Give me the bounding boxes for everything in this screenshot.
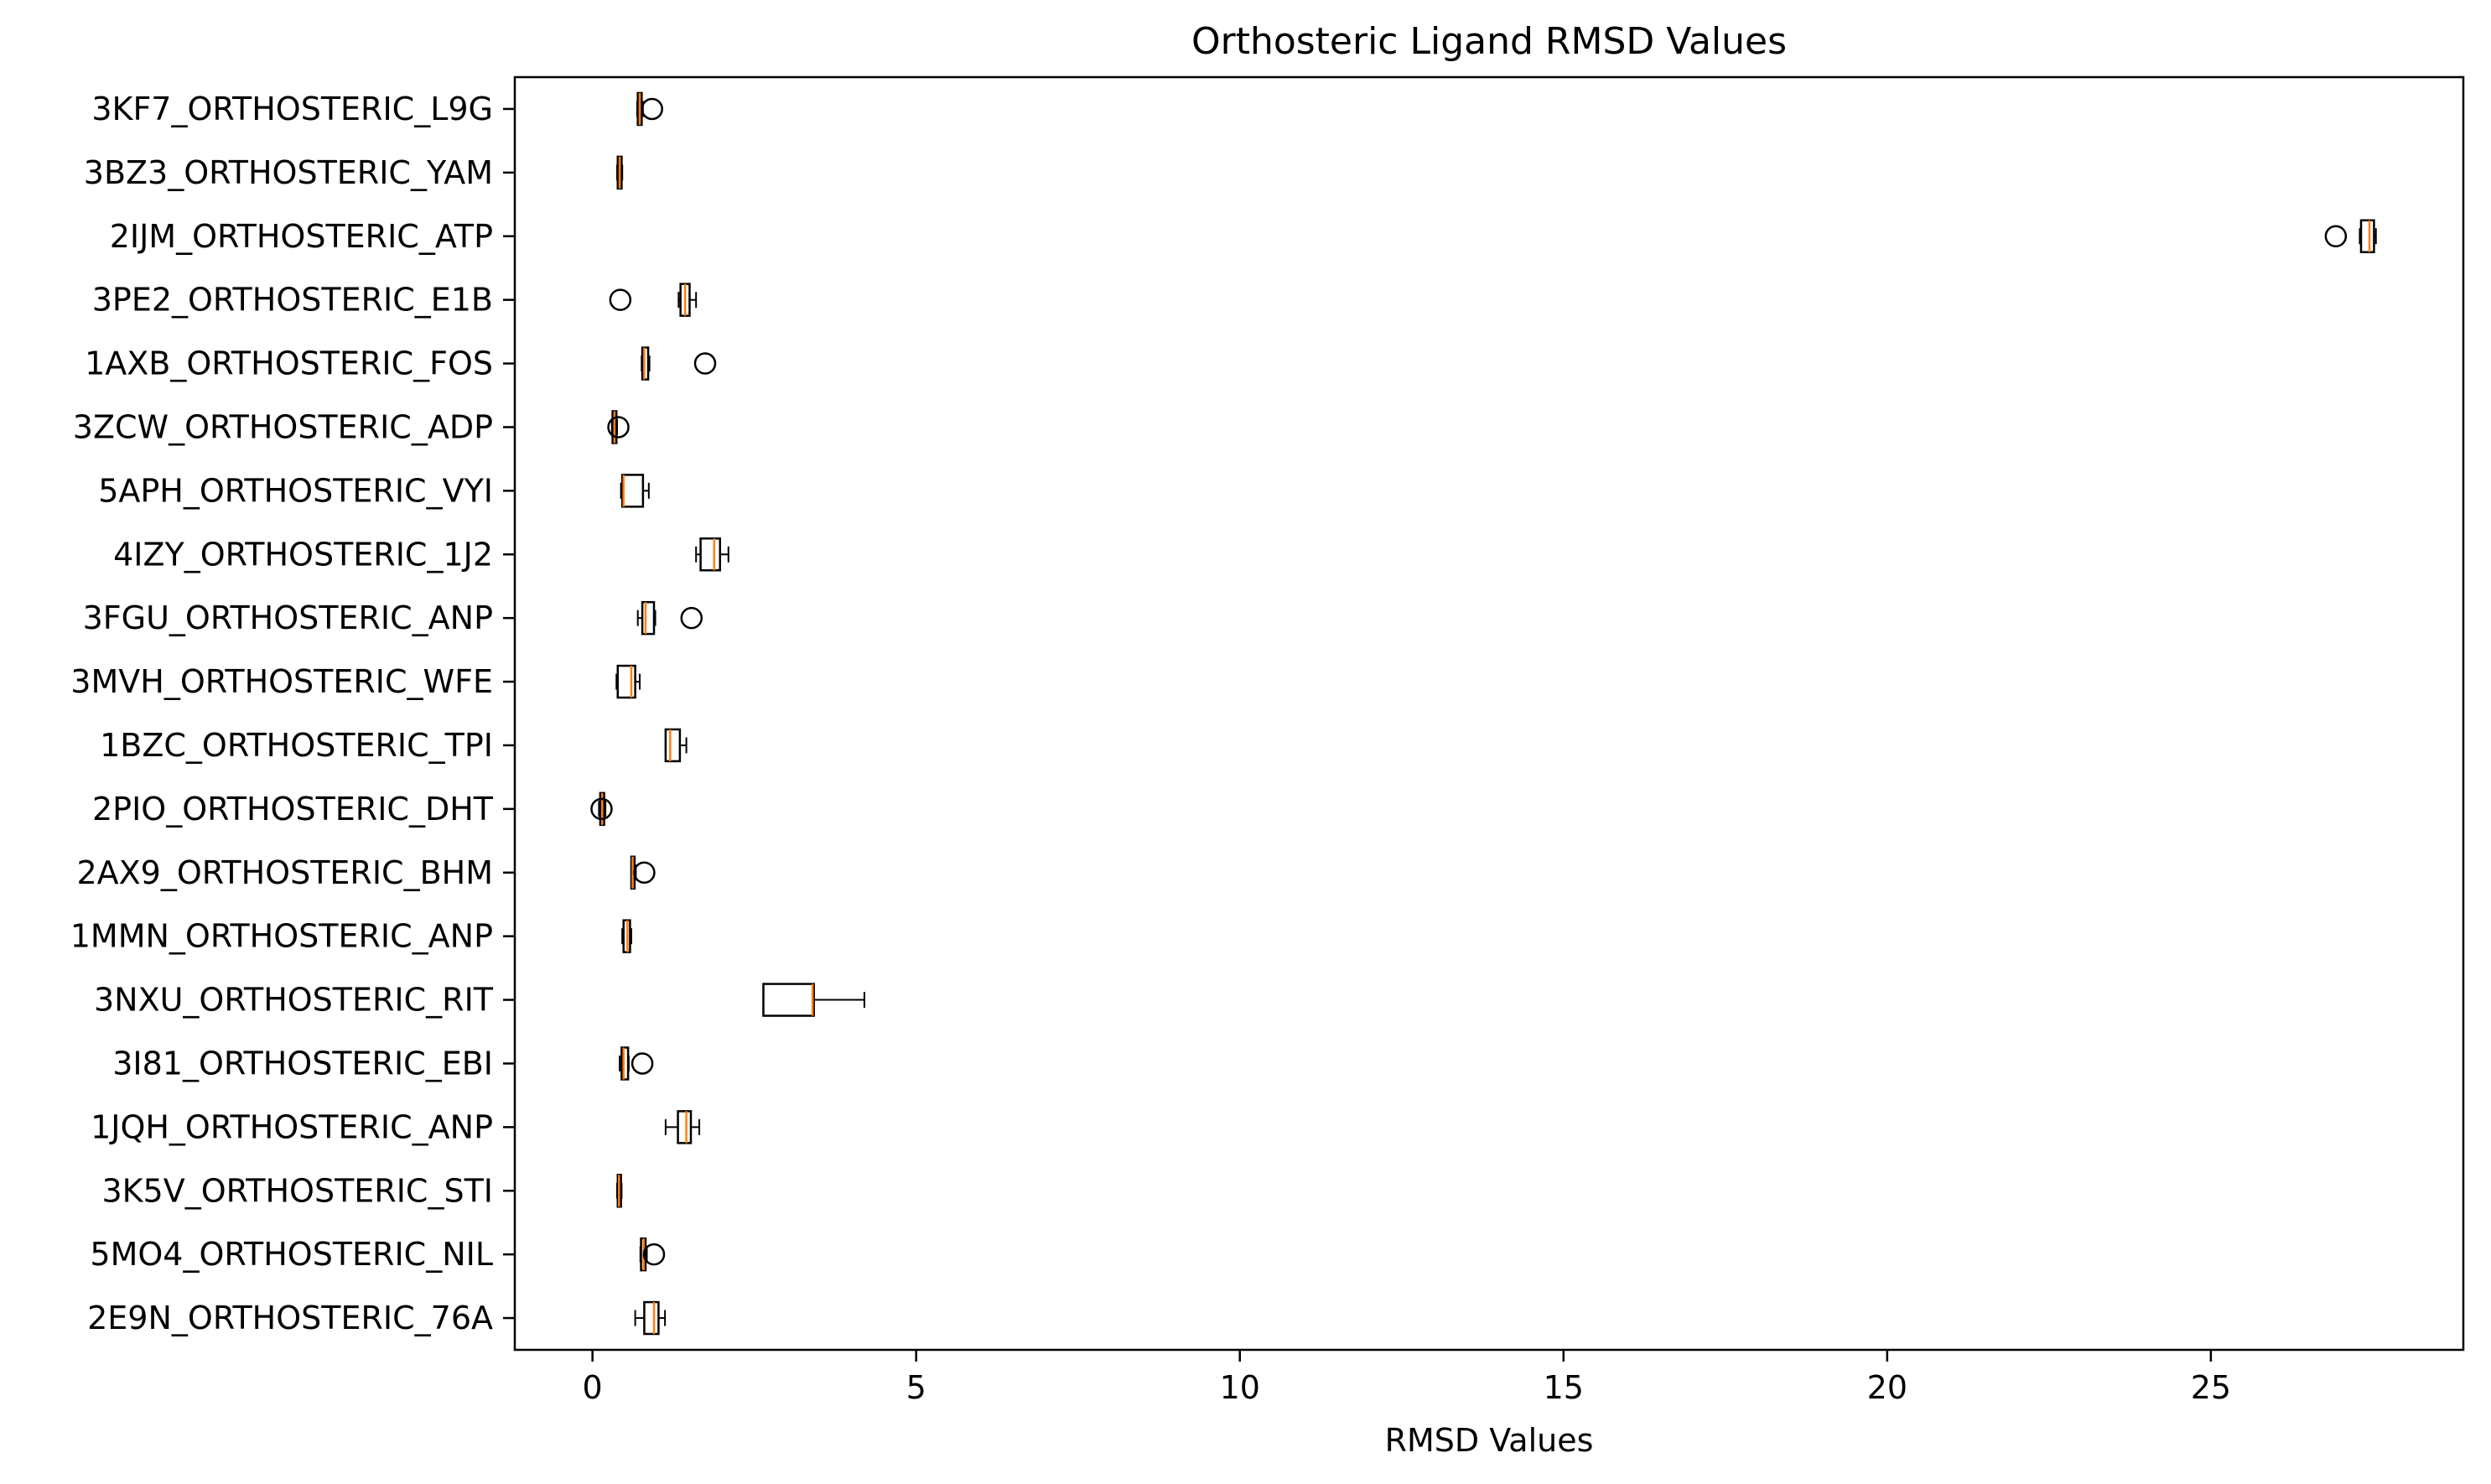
y-tick-label: 2E9N_ORTHOSTERIC_76A (87, 1300, 493, 1336)
chart-title: Orthosteric Ligand RMSD Values (1191, 20, 1787, 63)
y-tick-label: 1JQH_ORTHOSTERIC_ANP (91, 1108, 493, 1145)
box-group (617, 157, 622, 189)
y-tick-label: 1BZC_ORTHOSTERIC_TPI (100, 727, 493, 764)
box-group (617, 1175, 621, 1206)
x-tick-label: 10 (1220, 1369, 1260, 1406)
y-tick-label: 2PIO_ORTHOSTERIC_DHT (92, 791, 494, 828)
y-tick-label: 3KF7_ORTHOSTERIC_L9G (91, 91, 493, 127)
x-tick-label: 5 (906, 1369, 926, 1406)
y-tick-label: 3I81_ORTHOSTERIC_EBI (112, 1045, 493, 1082)
box-group (622, 921, 631, 952)
y-tick-label: 2AX9_ORTHOSTERIC_BHM (76, 854, 493, 891)
y-tick-label: 3PE2_ORTHOSTERIC_E1B (92, 282, 493, 319)
y-tick-label: 3K5V_ORTHOSTERIC_STI (101, 1172, 493, 1209)
y-tick-label: 3FGU_ORTHOSTERIC_ANP (83, 599, 493, 636)
x-tick-label: 15 (1544, 1369, 1584, 1406)
y-tick-label: 3ZCW_ORTHOSTERIC_ADP (73, 408, 493, 445)
y-tick-label: 1MMN_ORTHOSTERIC_ANP (70, 918, 493, 955)
y-tick-label: 2IJM_ORTHOSTERIC_ATP (110, 218, 493, 255)
y-tick-label: 3MVH_ORTHOSTERIC_WFE (70, 663, 493, 700)
x-tick-label: 25 (2191, 1369, 2231, 1406)
y-tick-label: 3BZ3_ORTHOSTERIC_YAM (84, 154, 493, 191)
y-tick-label: 4IZY_ORTHOSTERIC_1J2 (113, 536, 493, 573)
y-tick-label: 1AXB_ORTHOSTERIC_FOS (85, 345, 493, 382)
x-tick-label: 0 (583, 1369, 603, 1406)
y-tick-label: 3NXU_ORTHOSTERIC_RIT (94, 982, 494, 1019)
x-tick-label: 20 (1867, 1369, 1907, 1406)
y-tick-label: 5APH_ORTHOSTERIC_VYI (98, 472, 493, 509)
y-tick-label: 5MO4_ORTHOSTERIC_NIL (90, 1236, 493, 1273)
x-axis-label: RMSD Values (1385, 1422, 1594, 1459)
